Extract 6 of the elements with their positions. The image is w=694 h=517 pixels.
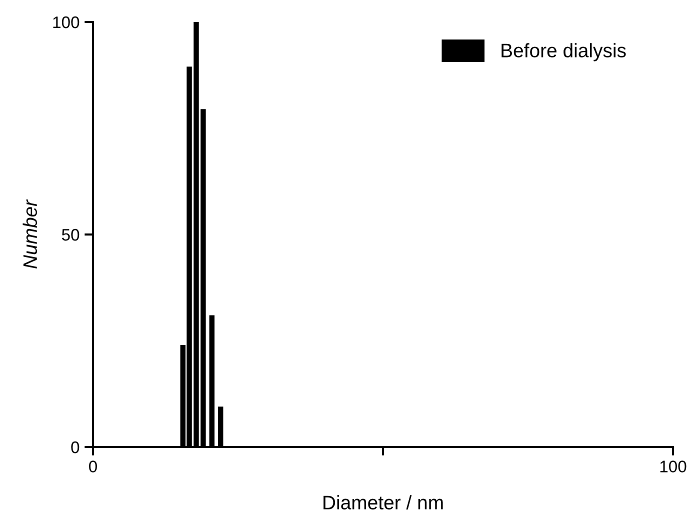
y-tick-label: 50 <box>62 228 80 241</box>
y-tick-label: 0 <box>71 441 80 454</box>
x-axis-title: Diameter / nm <box>324 495 443 510</box>
legend-label: Before dialysis <box>502 43 626 62</box>
y-tick-label: 100 <box>53 16 80 28</box>
y-axis-title: Number <box>22 199 38 268</box>
